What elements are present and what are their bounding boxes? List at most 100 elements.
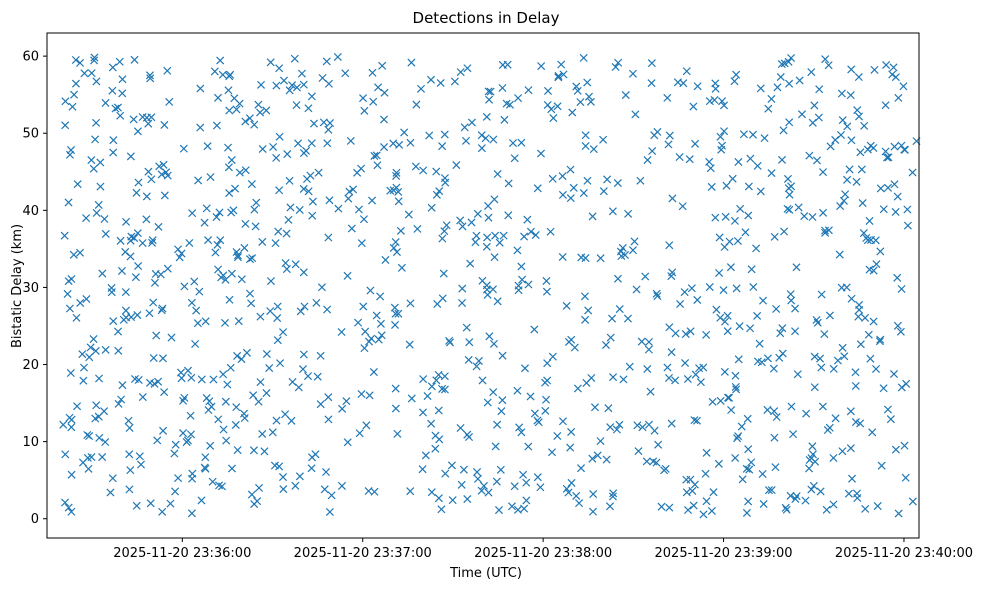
data-point (325, 119, 335, 128)
data-point (596, 254, 605, 263)
data-point (855, 300, 864, 309)
data-point (767, 169, 776, 178)
data-point (372, 151, 381, 160)
data-point (533, 184, 542, 193)
data-point (281, 410, 290, 419)
data-point (566, 165, 575, 174)
data-point (831, 414, 840, 423)
data-point (536, 483, 545, 492)
data-point (746, 324, 755, 333)
data-point (581, 315, 590, 324)
data-point (472, 231, 481, 240)
data-point (327, 491, 336, 500)
data-point (821, 228, 830, 237)
data-point (265, 364, 274, 373)
data-point (497, 407, 506, 416)
data-point (533, 473, 542, 482)
data-point (891, 445, 900, 454)
data-point (816, 487, 825, 496)
data-point (92, 208, 101, 217)
data-point (732, 284, 741, 293)
data-point (498, 351, 507, 360)
data-point (499, 231, 508, 240)
data-point (613, 179, 622, 188)
data-point (442, 221, 451, 230)
data-point (752, 244, 761, 253)
data-point (829, 453, 838, 463)
data-point (524, 86, 533, 95)
data-point (108, 474, 117, 483)
data-point (83, 453, 92, 462)
data-point (654, 440, 663, 449)
data-point (588, 507, 598, 516)
data-point (78, 350, 87, 359)
data-point (734, 432, 743, 441)
data-point (341, 69, 350, 78)
data-point (652, 289, 661, 298)
data-point (894, 509, 903, 518)
data-point (720, 367, 729, 376)
data-point (201, 317, 210, 326)
data-point (792, 492, 801, 501)
data-point (279, 328, 288, 337)
data-point (776, 72, 785, 82)
data-point (256, 108, 265, 117)
data-point (611, 62, 620, 72)
data-point (307, 92, 316, 101)
data-point (426, 75, 436, 84)
data-point (272, 153, 281, 162)
data-point (871, 364, 881, 373)
data-point (142, 192, 151, 201)
data-point (394, 197, 403, 206)
data-point (245, 289, 254, 298)
data-point (121, 247, 130, 256)
data-point (145, 71, 154, 80)
data-point (158, 507, 167, 516)
data-point (365, 337, 374, 346)
data-point (460, 123, 469, 132)
data-point (489, 339, 498, 348)
data-point (380, 143, 389, 152)
data-point (596, 437, 605, 446)
data-point (727, 405, 736, 415)
data-point (818, 402, 827, 411)
data-point (165, 97, 174, 106)
y-axis: 0 10 20 30 40 50 60 (22, 50, 47, 527)
data-point (427, 419, 436, 428)
data-point (744, 211, 753, 220)
data-point (736, 204, 745, 213)
data-point (273, 314, 282, 323)
data-point (71, 55, 80, 65)
data-point (209, 375, 218, 384)
data-point (599, 135, 608, 144)
data-point (200, 463, 209, 472)
data-point (349, 185, 358, 194)
data-point (416, 84, 426, 93)
data-point (221, 397, 230, 406)
data-point (889, 369, 899, 379)
data-point (338, 404, 347, 413)
data-point (543, 86, 553, 95)
data-point (369, 97, 378, 106)
data-point (732, 385, 741, 394)
data-point (820, 330, 829, 339)
data-point (676, 299, 685, 309)
data-point (893, 321, 902, 330)
data-point (891, 207, 900, 216)
data-point (85, 432, 94, 441)
data-point (787, 182, 796, 191)
data-point (343, 438, 352, 447)
data-point (91, 346, 100, 355)
data-point (256, 312, 265, 321)
data-point (187, 298, 196, 307)
data-point (124, 416, 133, 425)
data-point (233, 253, 242, 262)
data-point (772, 413, 781, 422)
data-point (787, 402, 796, 411)
data-point (272, 81, 281, 90)
data-point (155, 162, 164, 171)
data-point (884, 153, 893, 162)
data-point (650, 426, 659, 435)
data-point (637, 337, 646, 346)
data-point (249, 391, 258, 400)
